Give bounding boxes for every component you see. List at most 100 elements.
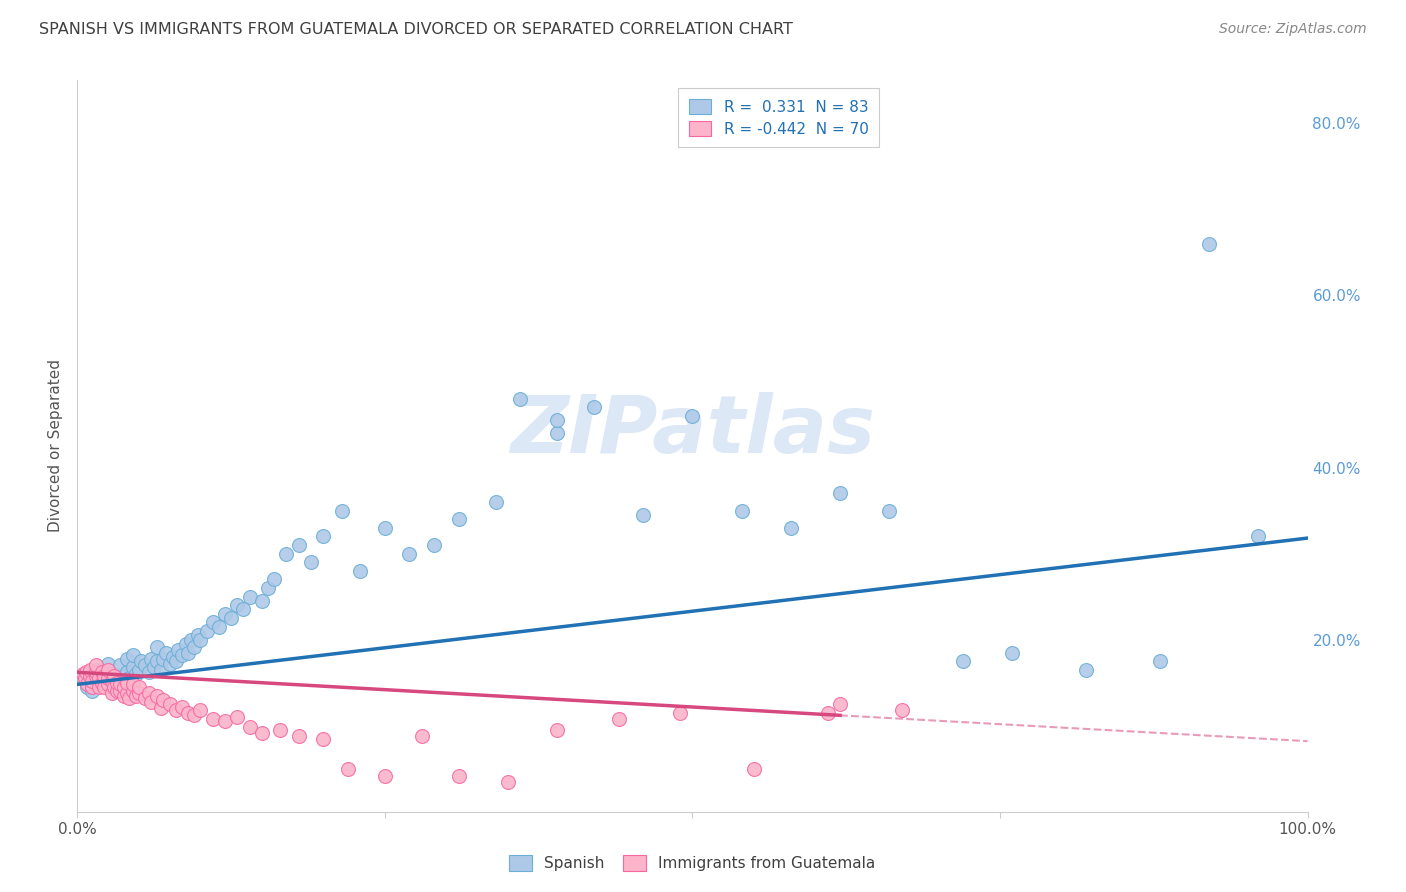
Point: [90, 675, 114, 690]
Point: [89, 677, 111, 691]
Point: [159, 697, 181, 711]
Point: [115, 665, 138, 680]
Point: [82, 684, 104, 698]
Point: [879, 503, 901, 517]
Point: [299, 555, 322, 569]
Point: [72, 671, 94, 685]
Point: [890, 703, 912, 717]
Point: [76, 677, 98, 691]
Point: [165, 703, 187, 717]
Point: [509, 392, 531, 406]
Point: [93, 680, 115, 694]
Point: [128, 686, 150, 700]
Point: [97, 677, 120, 691]
Point: [546, 426, 568, 441]
Point: [112, 689, 135, 703]
Text: ZIPatlas: ZIPatlas: [510, 392, 875, 470]
Point: [150, 663, 173, 677]
Point: [250, 725, 273, 739]
Point: [118, 691, 141, 706]
Point: [110, 658, 132, 673]
Point: [214, 607, 236, 621]
Point: [89, 680, 111, 694]
Point: [583, 401, 606, 415]
Point: [79, 667, 101, 681]
Point: [330, 503, 353, 517]
Point: [90, 665, 114, 680]
Point: [134, 658, 156, 673]
Text: SPANISH VS IMMIGRANTS FROM GUATEMALA DIVORCED OR SEPARATED CORRELATION CHART: SPANISH VS IMMIGRANTS FROM GUATEMALA DIV…: [39, 22, 793, 37]
Point: [1149, 654, 1171, 668]
Point: [112, 669, 135, 683]
Point: [226, 710, 249, 724]
Point: [76, 680, 98, 694]
Point: [105, 684, 128, 698]
Point: [84, 675, 107, 690]
Point: [349, 564, 371, 578]
Point: [152, 651, 174, 665]
Point: [79, 669, 101, 683]
Point: [1076, 663, 1098, 677]
Point: [742, 762, 765, 776]
Point: [146, 689, 169, 703]
Point: [337, 762, 360, 776]
Point: [177, 646, 200, 660]
Point: [97, 669, 120, 683]
Point: [288, 729, 311, 743]
Point: [167, 643, 190, 657]
Point: [128, 680, 150, 694]
Point: [141, 651, 163, 665]
Point: [150, 701, 173, 715]
Point: [288, 538, 311, 552]
Point: [183, 708, 205, 723]
Point: [1247, 529, 1270, 543]
Point: [162, 649, 184, 664]
Point: [125, 689, 148, 703]
Point: [546, 413, 568, 427]
Point: [250, 594, 273, 608]
Point: [141, 695, 163, 709]
Point: [75, 665, 97, 680]
Y-axis label: Divorced or Separated: Divorced or Separated: [48, 359, 63, 533]
Point: [155, 646, 177, 660]
Point: [121, 684, 143, 698]
Point: [146, 654, 169, 668]
Point: [101, 686, 124, 700]
Point: [239, 590, 262, 604]
Legend: Spanish, Immigrants from Guatemala: Spanish, Immigrants from Guatemala: [503, 849, 882, 877]
Point: [208, 620, 231, 634]
Point: [79, 663, 101, 677]
Point: [177, 706, 200, 720]
Point: [485, 495, 508, 509]
Point: [121, 660, 143, 674]
Point: [219, 611, 242, 625]
Point: [138, 665, 160, 680]
Point: [103, 667, 125, 681]
Point: [830, 697, 852, 711]
Point: [1198, 236, 1220, 251]
Point: [269, 723, 291, 737]
Point: [190, 632, 212, 647]
Point: [84, 658, 107, 673]
Point: [121, 677, 143, 691]
Point: [187, 628, 209, 642]
Point: [190, 703, 212, 717]
Point: [180, 632, 202, 647]
Point: [103, 669, 125, 683]
Point: [447, 768, 470, 782]
Point: [423, 538, 446, 552]
Point: [780, 521, 803, 535]
Point: [82, 680, 104, 694]
Point: [138, 686, 160, 700]
Point: [142, 660, 165, 674]
Point: [682, 409, 704, 423]
Point: [170, 699, 193, 714]
Point: [118, 671, 141, 685]
Point: [89, 671, 111, 685]
Point: [669, 706, 692, 720]
Point: [97, 663, 120, 677]
Point: [239, 720, 262, 734]
Point: [84, 669, 107, 683]
Point: [411, 729, 433, 743]
Point: [90, 671, 114, 685]
